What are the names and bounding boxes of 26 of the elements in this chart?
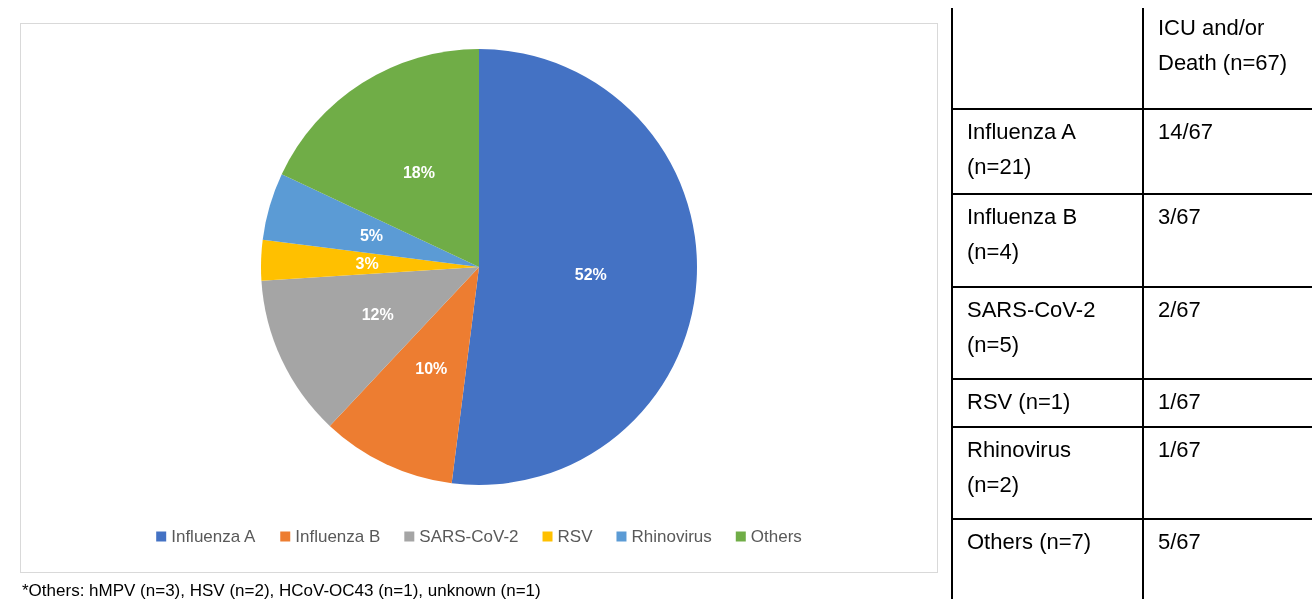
- text: Rhinovirus (n=2): [952, 427, 1143, 519]
- text: Influenza B (n=4): [952, 194, 1143, 287]
- legend-label: SARS-CoV-2: [419, 527, 519, 546]
- text: 1/67: [1143, 379, 1312, 427]
- data-label: 12%: [361, 306, 394, 324]
- legend-label: Others: [750, 527, 802, 546]
- text: Influenza A (n=21): [952, 109, 1143, 194]
- text: 2/67: [1143, 287, 1312, 379]
- legend-label: Influenza B: [295, 527, 381, 546]
- text: 5/67: [1143, 519, 1312, 599]
- text: 1/67: [1143, 427, 1312, 519]
- data-label: 3%: [355, 254, 379, 272]
- data-label: 52%: [574, 265, 607, 283]
- data-label: 5%: [359, 227, 384, 245]
- data-label: 10%: [415, 359, 448, 377]
- data-label: 18%: [402, 163, 435, 181]
- legend-label: RSV: [557, 527, 594, 546]
- legend-label: Rhinovirus: [631, 527, 712, 546]
- text: *Others: hMPV (n=3), HSV (n=2), HCoV-OC43 (n=1), unknown (n=1): [22, 581, 541, 599]
- text: ICU and/or Death (n=67): [1143, 5, 1312, 109]
- legend-label: Influenza A: [171, 527, 256, 546]
- text: SARS-CoV-2 (n=5): [952, 287, 1143, 379]
- text: 3/67: [1143, 194, 1312, 287]
- text: RSV (n=1): [952, 379, 1143, 427]
- text: Others (n=7): [952, 519, 1143, 599]
- text: 14/67: [1143, 109, 1312, 194]
